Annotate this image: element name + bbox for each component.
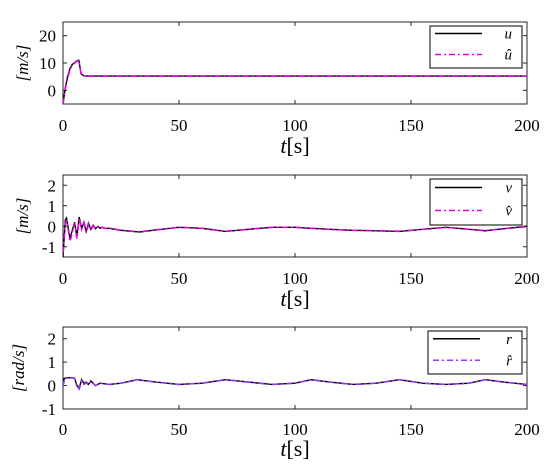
y-tick-label: 0 — [48, 377, 57, 396]
y-tick-label: 0 — [48, 217, 57, 236]
legend: uû — [429, 25, 523, 69]
legend: r r̂ — [427, 330, 523, 375]
x-tick-label: 50 — [171, 269, 188, 288]
legend-label-1: u — [505, 27, 513, 43]
x-tick-label: 200 — [514, 116, 540, 135]
x-axis-label: t[s] — [280, 436, 309, 461]
x-tick-label: 0 — [59, 116, 68, 135]
y-tick-label: -1 — [42, 400, 56, 419]
legend-box — [429, 178, 523, 226]
x-axis-label: t[s] — [280, 286, 309, 311]
legend-label-2: v̂ — [505, 204, 512, 220]
x-tick-label: 100 — [282, 116, 308, 135]
series-line-2 — [63, 377, 527, 391]
x-tick-label: 200 — [514, 420, 540, 439]
x-tick-label: 150 — [398, 269, 424, 288]
y-axis-label: [m/s] — [13, 45, 32, 82]
x-tick-label: 50 — [171, 116, 188, 135]
y-tick-label: 10 — [39, 54, 56, 73]
x-tick-label: 150 — [398, 420, 424, 439]
y-axis-label: [m/s] — [13, 198, 32, 235]
legend-label-1: v — [505, 181, 512, 197]
y-tick-label: 1 — [48, 197, 57, 216]
y-tick-label: 2 — [48, 330, 57, 349]
series-line-1 — [63, 377, 527, 390]
y-axis-label: [rad/s] — [9, 344, 28, 392]
x-tick-label: 50 — [171, 420, 188, 439]
y-tick-label: 1 — [48, 353, 57, 372]
legend-label-1: r — [506, 332, 512, 348]
y-tick-label: 20 — [39, 27, 56, 46]
x-tick-label: 0 — [59, 420, 68, 439]
legend-label-2: û — [505, 48, 513, 64]
series-line-2 — [63, 59, 527, 104]
y-tick-label: -1 — [42, 238, 56, 257]
y-tick-label: 0 — [48, 81, 57, 100]
x-tick-label: 150 — [398, 116, 424, 135]
x-tick-label: 100 — [282, 420, 308, 439]
x-tick-label: 0 — [59, 269, 68, 288]
x-axis-label: t[s] — [280, 133, 309, 158]
x-tick-label: 100 — [282, 269, 308, 288]
chart-panel-1: 0 50 100 150 200 0 10 20 [m/s] t[s] uû — [13, 21, 540, 158]
x-tick-label: 200 — [514, 269, 540, 288]
series-line-2 — [63, 217, 527, 253]
legend: v v̂ — [429, 178, 523, 226]
y-tick-label: 2 — [48, 176, 57, 195]
legend-label-2: r̂ — [506, 353, 512, 369]
